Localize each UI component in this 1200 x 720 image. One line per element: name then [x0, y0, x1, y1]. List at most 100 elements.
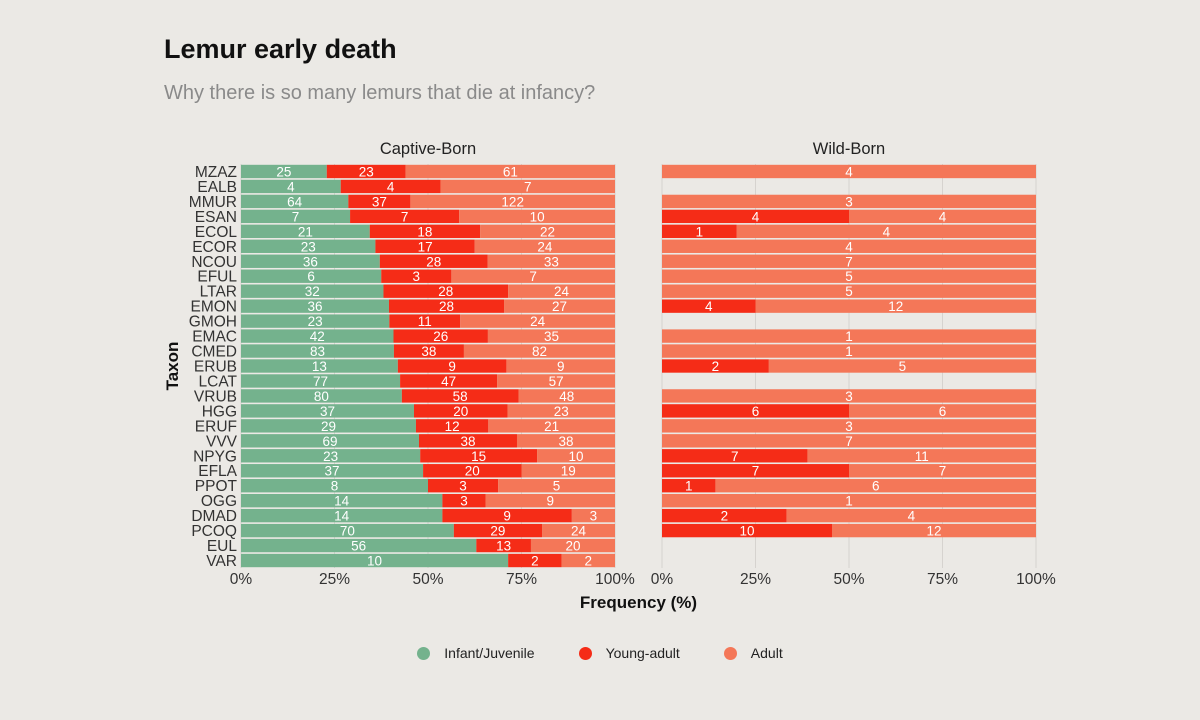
data-label-captive-born-cmed-young-adult: 38 — [421, 344, 436, 359]
bar-captive-born-ncou-young-adult — [379, 254, 488, 268]
data-label-captive-born-erub-young-adult: 9 — [448, 359, 456, 374]
bar-captive-born-hgg-infant-juvenile — [241, 404, 414, 418]
legend-label-young-adult: Young-adult — [605, 645, 680, 661]
data-label-captive-born-pcoq-adult: 24 — [571, 524, 587, 539]
bar-wild-born-ncou-adult — [662, 254, 1036, 268]
x-tick-label-wild-born-75: 75% — [927, 571, 958, 588]
data-label-wild-born-ppot-adult: 6 — [872, 479, 880, 494]
data-label-captive-born-vrub-adult: 48 — [559, 389, 574, 404]
y-tick-label-eul: EUL — [207, 538, 238, 555]
data-label-wild-born-dmad-young-adult: 2 — [721, 509, 729, 524]
data-label-captive-born-ecol-infant-juvenile: 21 — [298, 224, 313, 239]
bar-captive-born-hgg-young-adult — [413, 404, 508, 418]
bar-captive-born-gmoh-adult — [460, 314, 615, 328]
data-label-captive-born-lcat-young-adult: 47 — [441, 374, 456, 389]
data-label-captive-born-ppot-infant-juvenile: 8 — [331, 479, 339, 494]
y-tick-label-erub: ERUB — [194, 359, 237, 376]
data-label-wild-born-erub-young-adult: 2 — [712, 359, 720, 374]
bar-captive-born-ncou-infant-juvenile — [241, 254, 380, 268]
bar-captive-born-eruf-young-adult — [415, 419, 489, 433]
bar-captive-born-vrub-adult — [518, 389, 615, 403]
bar-captive-born-efla-infant-juvenile — [241, 464, 424, 478]
bar-captive-born-mzaz-adult — [405, 164, 615, 179]
bar-captive-born-eul-infant-juvenile — [241, 538, 477, 553]
bar-wild-born-ecol-young-adult — [662, 224, 737, 239]
data-label-wild-born-emac-adult: 1 — [845, 329, 853, 344]
bar-captive-born-hgg-adult — [507, 404, 615, 418]
bar-captive-born-mzaz-infant-juvenile — [241, 164, 327, 179]
data-label-captive-born-npyg-adult: 10 — [569, 449, 584, 464]
data-label-wild-born-vvv-adult: 7 — [845, 434, 853, 449]
y-tick-label-ealb: EALB — [197, 179, 237, 196]
data-label-captive-born-npyg-young-adult: 15 — [471, 449, 486, 464]
data-label-captive-born-vrub-infant-juvenile: 80 — [314, 389, 329, 404]
data-label-captive-born-ecor-adult: 24 — [537, 239, 553, 254]
y-tick-label-vvv: VVV — [206, 433, 238, 450]
data-label-captive-born-hgg-young-adult: 20 — [453, 404, 468, 419]
bar-captive-born-cmed-young-adult — [393, 344, 464, 358]
data-label-captive-born-eul-young-adult: 13 — [496, 539, 511, 554]
data-label-wild-born-hgg-young-adult: 6 — [752, 404, 760, 419]
data-label-captive-born-var-adult: 2 — [585, 554, 593, 569]
bar-wild-born-ecor-adult — [662, 239, 1036, 253]
data-label-captive-born-erub-infant-juvenile: 13 — [312, 359, 327, 374]
bar-captive-born-lcat-infant-juvenile — [241, 374, 401, 388]
bar-captive-born-esan-adult — [459, 209, 615, 224]
bar-wild-born-ltar-adult — [662, 284, 1036, 298]
data-label-captive-born-vvv-young-adult: 38 — [460, 434, 475, 449]
data-label-captive-born-gmoh-adult: 24 — [530, 314, 546, 329]
bar-captive-born-eul-adult — [530, 538, 615, 553]
data-label-captive-born-eful-young-adult: 3 — [413, 269, 421, 284]
data-label-captive-born-eful-adult: 7 — [529, 269, 537, 284]
data-label-captive-born-var-young-adult: 2 — [531, 554, 539, 569]
data-label-captive-born-ncou-infant-juvenile: 36 — [303, 254, 318, 269]
data-label-wild-born-ogg-adult: 1 — [845, 494, 853, 509]
panel-title-captive-born: Captive-Born — [380, 140, 476, 158]
bar-captive-born-emac-adult — [487, 329, 615, 343]
y-tick-label-gmoh: GMOH — [189, 314, 237, 331]
y-tick-label-pcoq: PCOQ — [191, 523, 237, 540]
x-tick-label-captive-born-75: 75% — [506, 571, 537, 588]
data-label-captive-born-eful-infant-juvenile: 6 — [307, 269, 315, 284]
chart-subtitle: Why there is so many lemurs that die at … — [164, 82, 596, 104]
bar-wild-born-erub-young-adult — [662, 359, 769, 373]
bar-wild-born-eful-adult — [662, 269, 1036, 283]
y-tick-label-cmed: CMED — [191, 344, 237, 361]
bar-captive-born-eruf-infant-juvenile — [241, 419, 416, 433]
data-label-wild-born-esan-young-adult: 4 — [752, 209, 760, 224]
bar-captive-born-ltar-adult — [508, 284, 615, 298]
bar-captive-born-emon-infant-juvenile — [241, 299, 389, 313]
data-label-captive-born-emac-young-adult: 26 — [433, 329, 448, 344]
y-tick-label-var: VAR — [206, 553, 237, 570]
data-label-captive-born-eruf-young-adult: 12 — [445, 419, 460, 434]
data-label-captive-born-dmad-infant-juvenile: 14 — [334, 509, 350, 524]
data-label-captive-born-esan-adult: 10 — [530, 209, 545, 224]
data-label-wild-born-ppot-young-adult: 1 — [685, 479, 693, 494]
legend-swatch-infant-juvenile — [417, 646, 431, 660]
data-label-captive-born-lcat-adult: 57 — [549, 374, 564, 389]
data-label-captive-born-pcoq-infant-juvenile: 70 — [340, 524, 355, 539]
legend-swatch-young-adult — [578, 646, 592, 660]
bar-captive-born-vvv-infant-juvenile — [241, 434, 419, 448]
bar-captive-born-efla-adult — [521, 464, 615, 478]
data-label-wild-born-emon-young-adult: 4 — [705, 299, 713, 314]
data-label-wild-born-ecor-adult: 4 — [845, 239, 853, 254]
bar-captive-born-emac-young-adult — [393, 329, 488, 343]
x-tick-label-captive-born-25: 25% — [319, 571, 350, 588]
bar-captive-born-ncou-adult — [487, 254, 615, 268]
data-label-captive-born-emac-infant-juvenile: 42 — [310, 329, 325, 344]
bar-captive-born-eful-adult — [451, 269, 615, 283]
bar-captive-born-vvv-adult — [516, 434, 615, 448]
data-label-captive-born-var-infant-juvenile: 10 — [367, 554, 382, 569]
bar-captive-born-ogg-adult — [485, 493, 615, 508]
bar-captive-born-dmad-adult — [571, 508, 615, 523]
bar-captive-born-ecol-adult — [480, 224, 615, 239]
x-tick-label-captive-born-0: 0% — [230, 571, 253, 588]
bar-captive-born-eful-young-adult — [381, 269, 452, 283]
data-label-wild-born-emon-adult: 12 — [888, 299, 903, 314]
data-label-captive-born-emon-young-adult: 28 — [439, 299, 454, 314]
bar-captive-born-ecor-young-adult — [375, 239, 475, 253]
bar-captive-born-dmad-young-adult — [442, 508, 572, 523]
y-tick-label-vrub: VRUB — [194, 388, 237, 405]
